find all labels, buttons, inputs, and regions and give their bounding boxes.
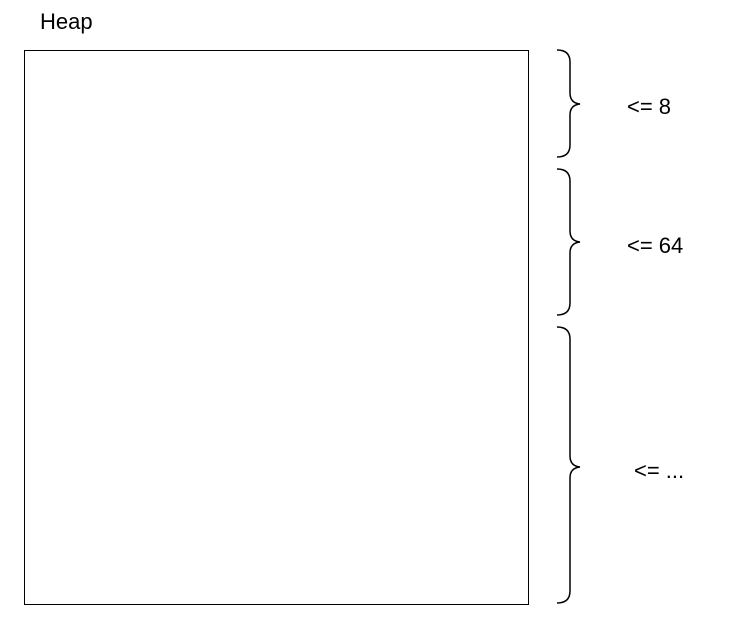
range-label-64: <= 64	[627, 233, 684, 258]
range-label-etc: <= ...	[634, 458, 685, 483]
heap-title: Heap	[40, 9, 93, 34]
brace-size-64	[556, 168, 581, 316]
brace-size-etc	[556, 326, 581, 604]
range-label-8: <= 8	[627, 94, 672, 119]
heap-region	[24, 50, 529, 605]
brace-size-8	[556, 49, 581, 158]
